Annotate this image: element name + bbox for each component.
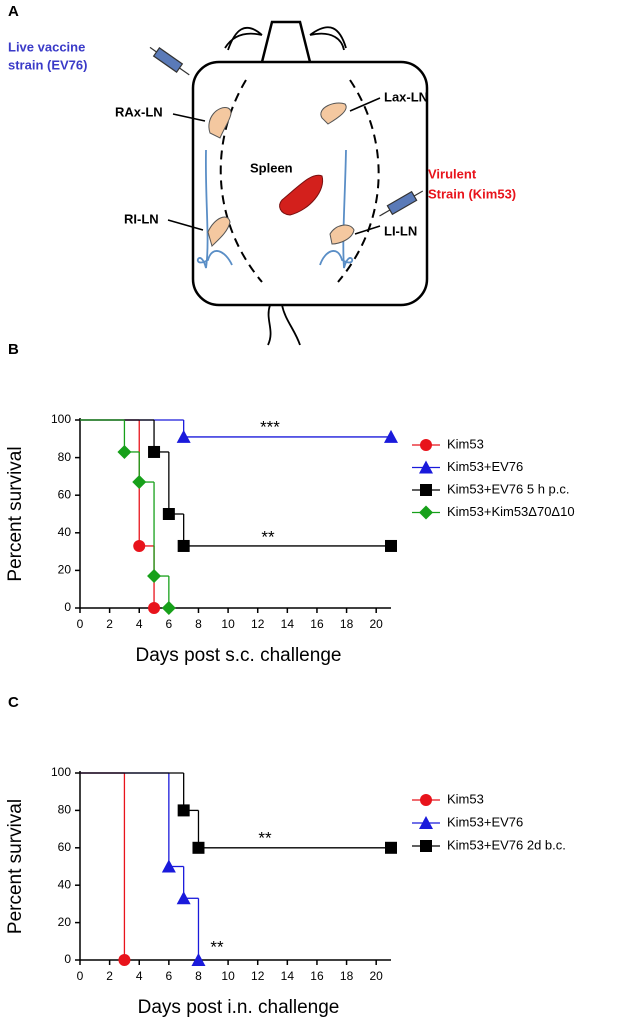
x-tick-label: 8: [195, 617, 202, 631]
y-tick-label: 0: [64, 952, 71, 966]
marker: [177, 539, 190, 552]
marker: [177, 804, 190, 817]
annotation: ***: [260, 417, 280, 436]
node-label: Lax-LN: [384, 89, 428, 104]
lymph-nodes: [207, 102, 355, 247]
y-axis-label: Percent survival: [5, 446, 26, 581]
x-tick-label: 18: [340, 969, 354, 983]
x-tick-label: 2: [106, 969, 113, 983]
x-tick-label: 14: [281, 969, 295, 983]
x-tick-label: 2: [106, 617, 113, 631]
marker: [192, 841, 205, 854]
marker: [162, 508, 175, 520]
syringes: [149, 46, 424, 217]
marker: [191, 953, 206, 966]
panel-label: C: [8, 694, 19, 711]
marker: [176, 891, 191, 905]
x-tick-label: 4: [136, 617, 143, 631]
marker: [133, 539, 146, 552]
marker: [148, 602, 161, 614]
annotation: **: [210, 937, 224, 956]
x-tick-label: 10: [221, 969, 235, 983]
x-tick-label: 14: [281, 617, 295, 631]
marker: [419, 505, 433, 520]
node-label: RI-LN: [124, 211, 159, 226]
virulent-label: Virulent: [428, 166, 477, 181]
y-tick-label: 20: [58, 915, 72, 929]
x-tick-label: 12: [251, 617, 265, 631]
legend-label: Kim53+EV76 2d b.c.: [447, 837, 566, 852]
y-tick-label: 80: [58, 450, 72, 464]
node-label: Spleen: [250, 160, 293, 175]
annotation: **: [261, 527, 275, 546]
marker: [384, 429, 398, 443]
x-tick-label: 0: [77, 617, 84, 631]
marker: [420, 794, 432, 806]
y-tick-label: 60: [58, 840, 72, 854]
x-tick-label: 4: [136, 969, 143, 983]
x-tick-label: 10: [221, 617, 235, 631]
panel-label: A: [8, 3, 19, 20]
marker: [419, 460, 433, 474]
marker: [161, 859, 176, 873]
x-tick-label: 6: [166, 969, 173, 983]
marker: [419, 816, 433, 829]
marker: [420, 840, 432, 852]
x-axis-label: Days post s.c. challenge: [136, 645, 342, 666]
y-tick-label: 60: [58, 487, 72, 501]
y-tick-label: 40: [58, 525, 72, 539]
mouse: [191, 20, 429, 346]
legend-label: Kim53: [447, 436, 484, 451]
panel-label: B: [8, 341, 19, 358]
y-axis-label: Percent survival: [5, 799, 26, 934]
vaccine-label: strain (EV76): [8, 57, 87, 72]
y-tick-label: 80: [58, 803, 72, 817]
virulent-label: Strain (Kim53): [428, 186, 516, 201]
marker: [161, 601, 176, 615]
marker: [147, 569, 162, 584]
vaccine-label: Live vaccine: [8, 39, 85, 54]
legend-label: Kim53+EV76 5 h p.c.: [447, 481, 570, 496]
marker: [420, 484, 432, 496]
y-tick-label: 100: [51, 412, 71, 426]
y-tick-label: 40: [58, 877, 72, 891]
node-label: RAx-LN: [115, 104, 163, 119]
marker: [118, 954, 131, 966]
marker: [385, 841, 397, 854]
arrows: [167, 97, 381, 235]
legend-label: Kim53+EV76: [447, 814, 523, 829]
x-tick-label: 12: [251, 969, 265, 983]
marker: [385, 539, 397, 552]
x-tick-label: 6: [166, 617, 173, 631]
annotation: **: [258, 828, 272, 847]
x-axis-label: Days post i.n. challenge: [138, 997, 340, 1018]
x-tick-label: 8: [195, 969, 202, 983]
marker: [132, 475, 147, 490]
legend-label: Kim53+EV76: [447, 459, 523, 474]
marker: [420, 439, 432, 451]
x-tick-label: 16: [310, 617, 324, 631]
x-tick-label: 20: [370, 969, 384, 983]
y-tick-label: 100: [51, 765, 71, 779]
y-tick-label: 0: [64, 600, 71, 614]
legend-label: Kim53+Kim53Δ70Δ10: [447, 504, 575, 519]
node-label: LI-LN: [384, 223, 417, 238]
legend-label: Kim53: [447, 791, 484, 806]
x-tick-label: 0: [77, 969, 84, 983]
y-tick-label: 20: [58, 563, 72, 577]
marker: [117, 444, 132, 459]
x-tick-label: 18: [340, 617, 354, 631]
x-tick-label: 16: [310, 969, 324, 983]
x-tick-label: 20: [370, 617, 384, 631]
spleen: [279, 174, 324, 216]
marker: [148, 445, 161, 458]
marker: [176, 429, 191, 443]
